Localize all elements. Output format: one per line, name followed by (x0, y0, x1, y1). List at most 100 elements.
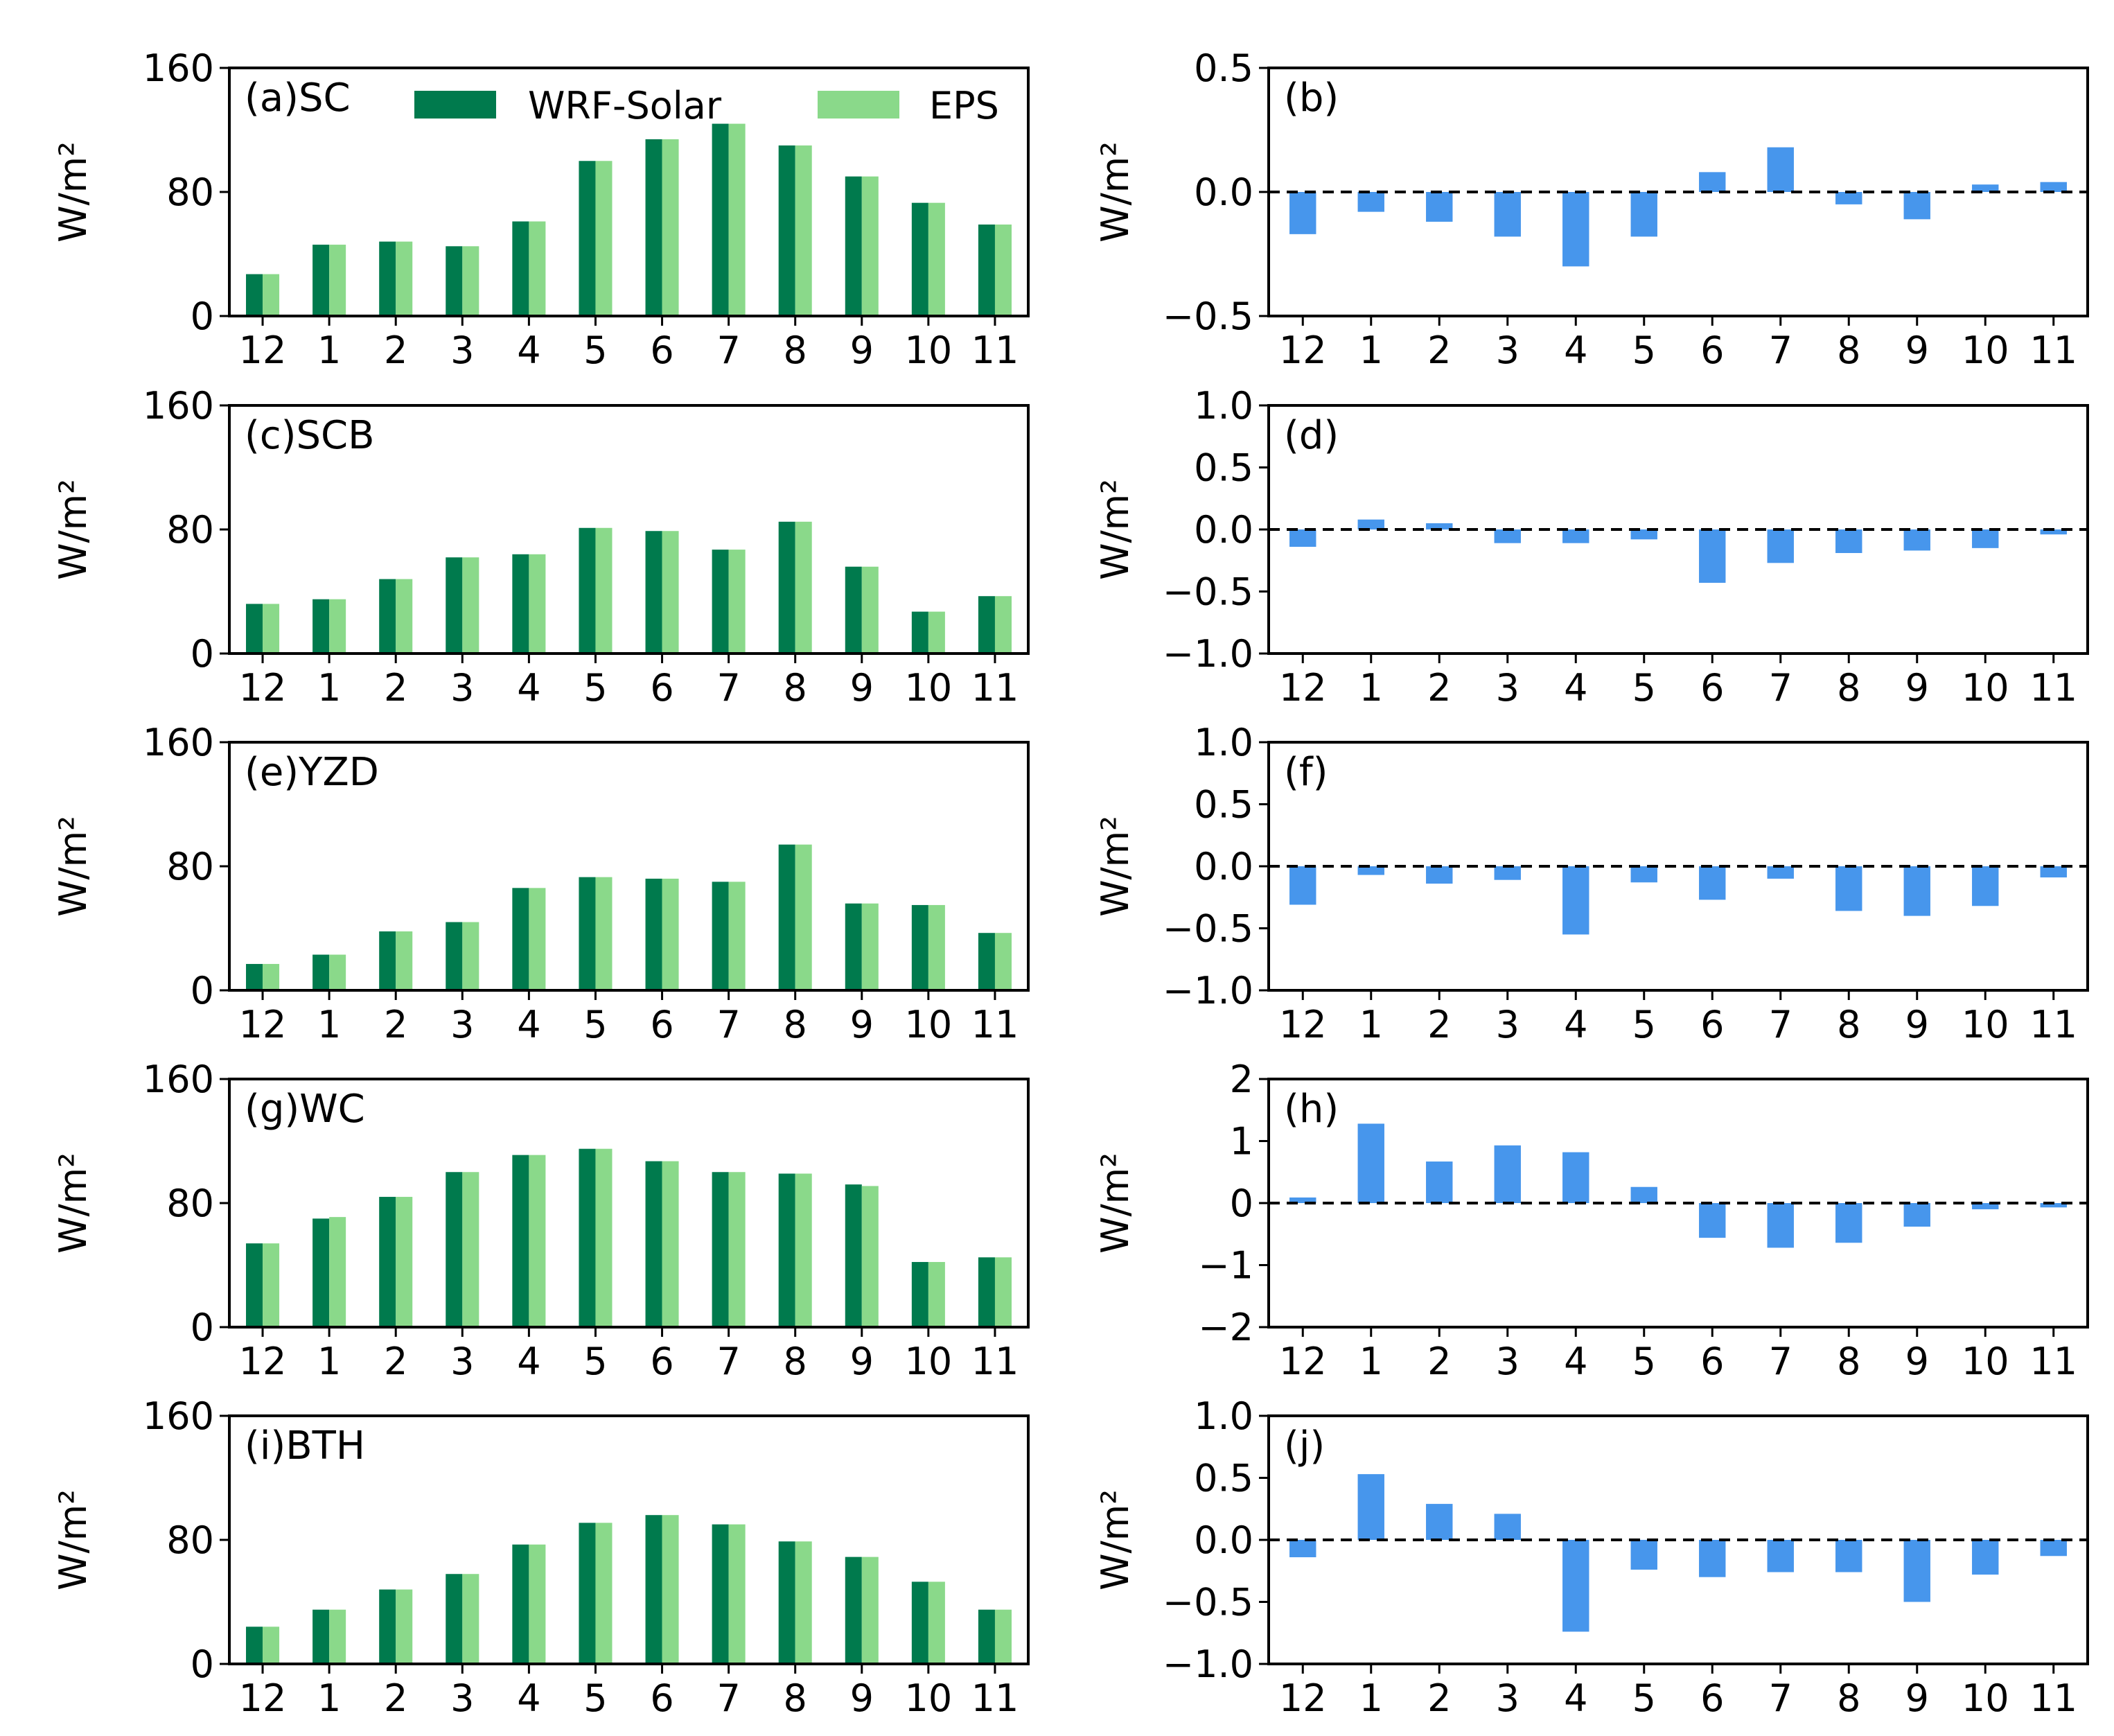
wrf-solar-bar-10 (911, 1262, 928, 1327)
difference-bar-7 (1767, 529, 1794, 563)
wrf-solar-bar-2 (379, 1197, 396, 1327)
y-tick-label: 160 (143, 1058, 214, 1101)
panel-f: W/m²−1.0−0.50.00.51.012 1 2 3 4 5 6 7 8 9 10 11(f) (1093, 721, 2089, 1046)
wrf-solar-bar-7 (712, 1172, 729, 1327)
wrf-solar-bar-6 (645, 1515, 662, 1664)
axes-frame (228, 404, 1030, 655)
difference-bar-10 (1972, 529, 1999, 548)
y-tick-label: 0.5 (1194, 446, 1253, 490)
x-tick-label: 7 (716, 1340, 740, 1383)
wrf-solar-bar-3 (446, 1574, 463, 1664)
wrf-solar-bar-2 (379, 579, 396, 654)
panel-b: W/m² −0.5 0.0 0.5 12 1 2 3 4 5 6 7 8 9 10 11 (b) (1093, 46, 2089, 372)
eps-bar-6 (662, 1515, 679, 1664)
wrf-solar-bar-1 (312, 1609, 330, 1664)
difference-bar-12 (1289, 866, 1316, 905)
eps-bar-12 (263, 274, 280, 316)
wrf-solar-bar-5 (579, 527, 596, 654)
y-tick-label: 1.0 (1194, 384, 1253, 428)
y-tick-label: 160 (143, 1394, 214, 1438)
y-axis-label: W/m² (51, 479, 95, 580)
x-tick-label: 10 (1962, 1003, 2009, 1046)
wrf-solar-bar-3 (446, 246, 463, 316)
eps-bar-7 (728, 123, 746, 317)
x-tick-label: 5 (583, 666, 607, 710)
eps-bar-12 (263, 963, 280, 990)
eps-bar-10 (928, 1581, 945, 1664)
difference-bar-3 (1494, 1514, 1521, 1540)
x-tick-label: 6 (1700, 1676, 1724, 1720)
difference-bar-9 (1903, 1203, 1930, 1227)
wrf-solar-bar-1 (312, 954, 330, 990)
y-tick-label: 80 (166, 170, 214, 214)
y-tick-label: 2 (1230, 1058, 1253, 1101)
difference-bar-7 (1767, 1203, 1794, 1248)
x-tick-label: 11 (971, 1003, 1019, 1046)
axes-frame (228, 1078, 1030, 1329)
x-tick-label: 11 (2029, 1340, 2077, 1383)
panel-title: (f) (1284, 750, 1328, 795)
x-tick-label: 11 (971, 1340, 1019, 1383)
y-axis-label: W/m² (1093, 141, 1137, 243)
panel-title: (j) (1284, 1423, 1325, 1468)
y-tick-label: 160 (143, 46, 214, 90)
difference-bar-7 (1767, 866, 1794, 879)
wrf-solar-bar-12 (246, 1627, 263, 1664)
x-tick-label: 12 (1279, 328, 1327, 372)
x-tick-label: 2 (1427, 328, 1451, 372)
x-tick-label: 4 (517, 1340, 540, 1383)
wrf-solar-bar-7 (712, 1524, 729, 1664)
y-tick-label: 160 (143, 384, 214, 428)
x-tick-label: 2 (1427, 1340, 1451, 1383)
x-tick-label: 9 (850, 1676, 874, 1720)
y-tick-label: 1.0 (1194, 1394, 1253, 1438)
y-tick-label: −1 (1198, 1244, 1253, 1288)
difference-bar-6 (1699, 1203, 1726, 1238)
difference-bar-6 (1699, 1540, 1726, 1577)
wrf-solar-bar-9 (845, 566, 862, 654)
wrf-solar-bar-10 (911, 611, 928, 654)
eps-bar-10 (928, 611, 945, 654)
legend-swatch-eps (818, 91, 899, 119)
y-tick-label: 80 (166, 508, 214, 552)
difference-bar-3 (1494, 866, 1521, 880)
difference-bar-8 (1835, 529, 1862, 554)
panel-title: (e)YZD (245, 750, 379, 795)
difference-bar-2 (1426, 192, 1453, 222)
eps-bar-5 (595, 527, 613, 654)
panel-title: (g)WC (245, 1087, 365, 1132)
difference-bar-1 (1357, 519, 1384, 529)
difference-bar-2 (1426, 866, 1453, 884)
difference-bar-9 (1903, 192, 1930, 220)
panel-title: (c)SCB (245, 413, 375, 458)
wrf-solar-bar-8 (778, 521, 795, 654)
panel-title: (a)SC (245, 76, 351, 121)
eps-bar-10 (928, 202, 945, 316)
wrf-solar-bar-3 (446, 1172, 463, 1327)
difference-bar-12 (1289, 1197, 1316, 1203)
y-tick-label: 0.0 (1194, 170, 1253, 214)
x-tick-label: 12 (239, 666, 287, 710)
y-tick-label: 0 (191, 632, 214, 676)
y-tick-label: −1.0 (1163, 969, 1253, 1012)
x-tick-label: 11 (971, 1676, 1019, 1720)
x-tick-label: 9 (850, 328, 874, 372)
difference-bar-11 (2040, 1540, 2067, 1557)
y-tick-label: 0 (191, 1306, 214, 1349)
difference-bar-6 (1699, 866, 1726, 900)
eps-bar-4 (529, 888, 546, 990)
y-axis-label: W/m² (1093, 479, 1137, 580)
wrf-solar-bar-9 (845, 903, 862, 990)
x-tick-label: 8 (1837, 1676, 1860, 1720)
eps-bar-2 (396, 579, 413, 654)
difference-bar-1 (1357, 1474, 1384, 1540)
y-tick-label: −0.5 (1163, 570, 1253, 614)
eps-bar-11 (994, 596, 1012, 654)
x-tick-label: 12 (239, 328, 287, 372)
x-tick-label: 9 (1905, 1676, 1929, 1720)
wrf-solar-bar-2 (379, 931, 396, 990)
